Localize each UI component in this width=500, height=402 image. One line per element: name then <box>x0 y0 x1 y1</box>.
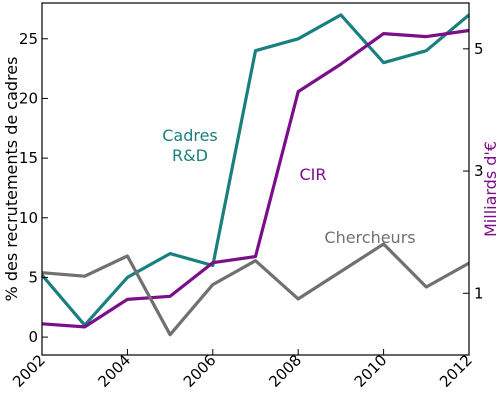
series-label-0: Cadres <box>162 126 218 145</box>
series-label-0: R&D <box>172 146 208 165</box>
right-tick-label: 1 <box>474 284 484 302</box>
plot-frame <box>41 2 470 356</box>
x-tick-label: 2004 <box>94 351 134 391</box>
series-label-1: CIR <box>299 165 326 184</box>
series-label-2: Chercheurs <box>324 228 415 247</box>
x-tick-label: 2008 <box>265 351 305 391</box>
x-tick-label: 2010 <box>351 351 391 391</box>
left-tick-label: 10 <box>19 209 38 227</box>
series-line-0 <box>40 13 471 327</box>
right-tick-label: 5 <box>474 40 484 58</box>
left-axis: 0 5 10 15 20 25 <box>19 30 48 346</box>
x-tick-label: 2012 <box>436 351 476 391</box>
series-line-2 <box>41 242 470 337</box>
left-tick-label: 15 <box>19 149 38 167</box>
x-tick-label: 2002 <box>9 351 49 391</box>
left-tick-label: 20 <box>19 89 38 107</box>
series-line-1 <box>41 28 470 329</box>
left-tick-label: 25 <box>19 30 38 48</box>
right-tick-label: 3 <box>474 162 484 180</box>
y-left-axis-title: % des recrutements de cadres <box>2 57 21 302</box>
x-tick-label: 2006 <box>180 351 220 391</box>
left-tick-label: 5 <box>28 268 38 286</box>
right-axis: 1 3 5 <box>463 40 484 302</box>
series-layer <box>40 13 471 337</box>
y-right-axis-title: Milliards d'€ <box>481 141 500 237</box>
left-tick-label: 0 <box>28 328 38 346</box>
